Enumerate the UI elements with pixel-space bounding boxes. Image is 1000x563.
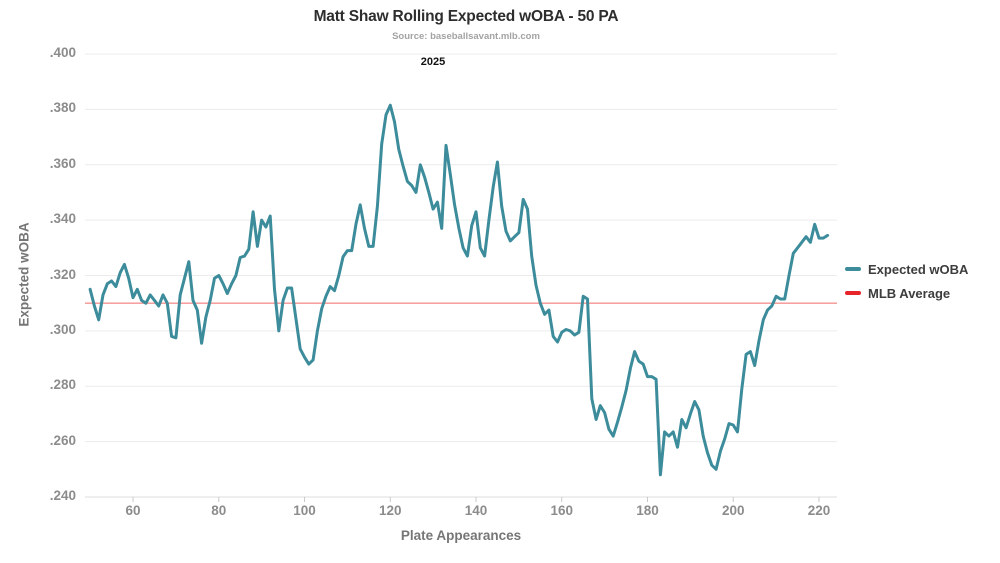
x-tick-label: 200 [721,503,745,518]
y-tick-label: .380 [49,100,76,116]
x-tick-label: 80 [211,503,227,518]
x-axis-title: Plate Appearances [400,528,522,543]
legend-swatch-icon [845,267,861,271]
y-tick-label: .260 [49,432,76,448]
y-tick-label: .360 [49,155,76,171]
x-tick-label: 180 [636,503,659,518]
y-axis-title: Expected wOBA [16,222,32,327]
x-tick-label: 140 [464,503,488,518]
legend-label: MLB Average [868,285,951,301]
chart-subtitle: Source: baseballsavant.mlb.com [392,31,540,42]
y-tick-label: .320 [49,266,76,282]
legend-swatch-icon [845,291,861,295]
chart-svg [85,53,837,502]
plot-area [85,53,837,502]
y-tick-label: .280 [49,377,76,393]
expected-woba-line [88,103,830,477]
legend: Expected wOBA MLB Average [845,257,968,305]
chart-title: Matt Shaw Rolling Expected wOBA - 50 PA [313,8,619,25]
legend-label: Expected wOBA [868,261,969,277]
x-tick-label: 160 [550,503,574,518]
x-tick-label: 220 [807,503,831,518]
legend-item: Expected wOBA [845,257,968,281]
y-tick-label: .340 [49,211,76,227]
x-tick-label: 120 [378,503,402,518]
x-tick-label: 60 [125,503,141,518]
chart-header: Matt Shaw Rolling Expected wOBA - 50 PA … [0,8,932,42]
facet-year-label: 2025 [420,56,446,68]
y-tick-label: .300 [49,321,76,337]
legend-item: MLB Average [845,281,968,305]
y-tick-label: .400 [49,45,76,60]
x-tick-label: 100 [293,503,316,518]
y-tick-label: .240 [49,488,76,503]
